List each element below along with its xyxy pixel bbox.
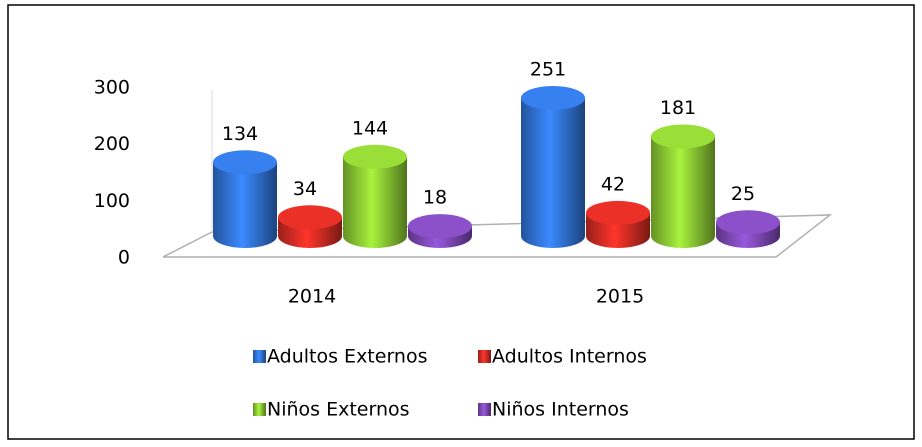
data-label: 18 <box>423 187 447 209</box>
data-label: 134 <box>222 123 258 145</box>
legend-label: Niños Externos <box>267 399 410 421</box>
data-label: 144 <box>352 117 388 139</box>
legend-swatch <box>478 403 491 416</box>
cylinder <box>651 136 715 248</box>
legend-swatch <box>253 350 266 363</box>
cylinder-top <box>716 210 780 235</box>
cylinder-top <box>521 85 585 110</box>
cylinder-top <box>213 150 277 175</box>
x-tick-label: 2015 <box>596 286 644 308</box>
legend-label: Adultos Internos <box>492 346 647 368</box>
legend-label: Niños Internos <box>492 399 629 421</box>
legend-label: Adultos Externos <box>267 346 428 368</box>
cylinder <box>213 162 277 248</box>
legend-swatch <box>253 403 266 416</box>
y-tick-label: 100 <box>94 190 130 212</box>
y-tick-label: 300 <box>94 77 130 99</box>
cylinder <box>521 97 585 248</box>
y-tick-label: 200 <box>94 133 130 155</box>
y-tick-label: 0 <box>118 247 130 269</box>
data-label: 34 <box>293 178 317 200</box>
data-label: 251 <box>530 58 566 80</box>
cylinder-top <box>343 144 407 169</box>
legend-swatch <box>478 350 491 363</box>
cylinder-top <box>278 205 342 230</box>
cylinder-top <box>586 200 650 225</box>
cylinder <box>343 156 407 248</box>
data-label: 25 <box>731 183 755 205</box>
data-label: 181 <box>660 97 696 119</box>
x-tick-label: 2014 <box>288 286 336 308</box>
cylinder-top <box>651 124 715 149</box>
data-label: 42 <box>601 173 625 195</box>
cylinder-top <box>408 214 472 239</box>
